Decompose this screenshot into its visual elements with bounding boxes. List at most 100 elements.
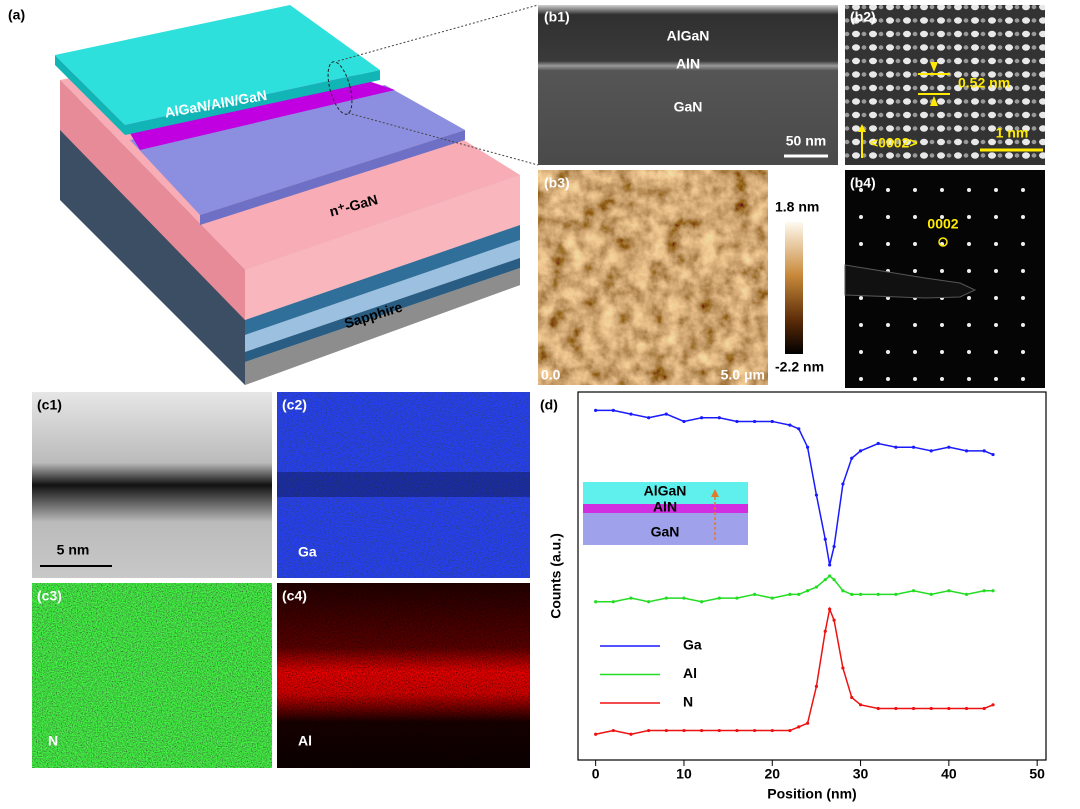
data-point: [735, 419, 739, 424]
data-point: [894, 592, 898, 597]
data-point: [982, 589, 986, 593]
data-point: [964, 706, 969, 711]
panel-d: (d) AlGaN AlN GaN Position (nm) Counts (…: [540, 391, 1047, 802]
data-point: [647, 416, 651, 420]
panel-label: (c1): [37, 397, 62, 413]
inset-arrow-head: [711, 489, 719, 497]
element-label: Ga: [298, 544, 317, 560]
data-point: [876, 706, 880, 711]
gan-layer-side: [200, 130, 465, 225]
data-point: [788, 423, 792, 427]
al-mask: [277, 583, 530, 768]
colorbar-max: 1.8 nm: [775, 199, 819, 215]
data-point: [700, 600, 704, 604]
data-point: [735, 596, 739, 600]
data-point: [797, 592, 801, 597]
panel-label: (a): [8, 7, 25, 23]
inset-layer: [583, 504, 748, 513]
data-point: [770, 596, 774, 600]
data-point: [805, 589, 810, 593]
data-point: [911, 589, 916, 593]
x-tick-label: 0: [592, 766, 600, 782]
panel-a: (a) AlGaN/AlN/GaN n⁺-GaN Sapphire: [8, 4, 539, 385]
data-point: [823, 578, 827, 582]
layer-label: GaN: [674, 99, 703, 115]
n-gan-side: [60, 80, 245, 320]
layer-band: [245, 268, 520, 385]
arrow: [930, 62, 938, 72]
data-point: [947, 445, 951, 449]
legend-label: Ga: [683, 637, 702, 653]
panel-label: (b2): [850, 9, 876, 25]
n-gan-front: [245, 175, 520, 320]
legend-label: N: [683, 694, 693, 710]
inset-label: GaN: [651, 524, 680, 540]
data-point: [911, 445, 916, 449]
colorbar-min: -2.2 nm: [775, 359, 824, 375]
data-point: [664, 412, 668, 416]
data-point: [629, 732, 633, 736]
data-point: [894, 706, 898, 711]
layer-label: AlN: [676, 56, 700, 72]
element-label: Al: [298, 733, 312, 749]
data-point: [805, 721, 810, 725]
zoom-ellipse: [327, 61, 353, 115]
data-point: [929, 592, 933, 597]
spot-marker: [938, 237, 948, 247]
data-point: [717, 416, 721, 420]
colorbar: [785, 222, 803, 354]
data-point: [629, 596, 633, 600]
data-point: [664, 728, 668, 733]
data-point: [814, 493, 819, 497]
x-tick-label: 40: [941, 766, 957, 782]
data-point: [814, 684, 819, 689]
layer-band: [245, 240, 520, 352]
data-point: [788, 728, 792, 733]
data-point: [647, 600, 651, 604]
arrow: [858, 124, 866, 132]
data-point: [828, 563, 832, 567]
data-point: [850, 592, 854, 597]
layer-band: [245, 225, 520, 335]
data-point: [929, 449, 933, 453]
data-point: [682, 596, 686, 600]
data-point: [823, 537, 827, 541]
gan-layer: [130, 85, 465, 215]
data-point: [964, 449, 969, 453]
data-point: [594, 600, 598, 604]
data-point: [717, 596, 721, 600]
arrow: [930, 96, 938, 106]
panel-c1: (c1) 5 nm: [32, 392, 272, 578]
data-point: [850, 456, 854, 460]
panel-label: (b1): [544, 9, 570, 25]
data-point: [832, 578, 836, 582]
data-point: [823, 629, 827, 633]
data-point: [629, 412, 633, 416]
hrtem-image: [845, 5, 1045, 165]
data-point: [700, 416, 704, 420]
data-point: [911, 706, 916, 711]
element-label: N: [48, 733, 58, 749]
ga-band: [277, 472, 530, 497]
data-point: [841, 589, 845, 593]
data-point: [841, 666, 845, 670]
x-tick-label: 20: [764, 766, 780, 782]
panel-label: (b3): [544, 175, 570, 191]
data-point: [700, 728, 704, 733]
data-point: [991, 589, 995, 593]
data-point: [876, 592, 880, 597]
panel-b3: (b3) 0.0 5.0 μm 1.8 nm -2.2 nm: [538, 170, 824, 385]
zoom-line: [337, 4, 539, 62]
data-point: [647, 728, 651, 733]
data-point: [964, 592, 969, 597]
data-point: [797, 725, 801, 729]
x-tick-label: 30: [853, 766, 869, 782]
panel-label: (c2): [282, 397, 307, 413]
panel-c3: (c3) N: [32, 583, 272, 768]
data-point: [788, 592, 792, 597]
panel-c2: (c2) Ga: [277, 392, 530, 578]
scale-label: 1 nm: [996, 125, 1029, 141]
data-point: [982, 706, 986, 711]
data-point: [858, 703, 863, 707]
data-point: [753, 419, 757, 424]
